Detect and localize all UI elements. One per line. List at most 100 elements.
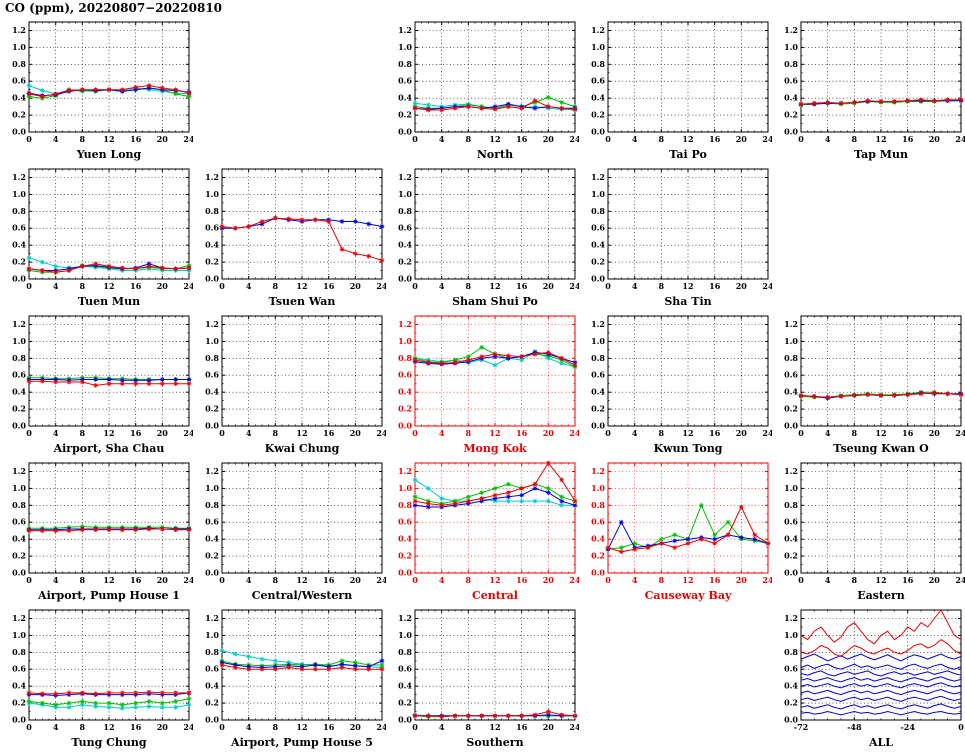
x-tick-label: 24 <box>762 575 772 585</box>
series-markers-red <box>798 97 964 107</box>
y-tick-label: 0.0 <box>398 421 412 431</box>
x-tick-label: 20 <box>543 722 555 732</box>
x-tick-label: 20 <box>350 281 362 291</box>
y-tick-label: 0.4 <box>398 240 412 250</box>
series-markers-red <box>26 526 192 534</box>
chart-airport-pump-house-5: 0 4 8 12 16 20 24 0.0 0.2 0.4 0.6 0.8 1.0 1.2 Airport,… <box>193 604 388 751</box>
y-tick-label: 0.8 <box>12 647 26 657</box>
series-line-blue-7 <box>800 695 962 702</box>
y-tick-label: 0.2 <box>12 257 26 267</box>
x-tick-label: 4 <box>53 575 59 585</box>
chart-title: Airport, Pump House 5 <box>230 736 373 749</box>
chart-title: Sha Tin <box>664 295 711 308</box>
y-tick-label: 0.6 <box>205 370 219 380</box>
x-tick-label: 20 <box>350 428 362 438</box>
x-tick-label: 16 <box>709 428 721 438</box>
x-tick-label: 4 <box>439 281 445 291</box>
y-tick-label: 0.0 <box>205 421 219 431</box>
chart-tung-chung: 0 4 8 12 16 20 24 0.0 0.2 0.4 0.6 0.8 1.0 1.2 Tung Chu… <box>0 604 195 751</box>
x-tick-label: 24 <box>376 722 386 732</box>
y-tick-label: 0.2 <box>12 698 26 708</box>
x-tick-label: 4 <box>439 428 445 438</box>
x-tick-label: 16 <box>130 428 142 438</box>
x-tick-label: 12 <box>103 722 114 732</box>
x-tick-label: 0 <box>798 134 804 144</box>
series-markers-red <box>798 390 964 400</box>
x-tick-label: 24 <box>183 722 193 732</box>
x-tick-label: 4 <box>53 134 59 144</box>
y-tick-label: 0.6 <box>205 664 219 674</box>
x-tick-label: 8 <box>80 428 86 438</box>
x-tick-label: 20 <box>543 134 555 144</box>
x-tick-label: -24 <box>900 722 915 732</box>
chart-title: Kwai Chung <box>265 442 340 455</box>
y-tick-label: 1.2 <box>12 466 26 476</box>
y-tick-label: 0.4 <box>784 534 798 544</box>
x-tick-label: 12 <box>103 134 114 144</box>
x-tick-label: 12 <box>682 281 693 291</box>
x-tick-label: 8 <box>80 134 86 144</box>
y-tick-label: 0.0 <box>12 568 26 578</box>
x-tick-label: 8 <box>852 575 858 585</box>
y-tick-label: 0.4 <box>398 93 412 103</box>
y-tick-label: 0.6 <box>784 76 798 86</box>
chart-svg: 0 4 8 12 16 20 24 0.0 0.2 0.4 0.6 0.8 1.0 1.2 Central <box>398 460 581 602</box>
y-tick-label: 0.6 <box>398 370 412 380</box>
y-tick-label: 0.2 <box>784 404 798 414</box>
y-tick-label: 0.4 <box>591 387 605 397</box>
chart-tap-mun: 0 4 8 12 16 20 24 0.0 0.2 0.4 0.6 0.8 1.0 1.2 Tap Mun <box>772 16 965 163</box>
x-tick-label: 4 <box>246 722 252 732</box>
y-tick-label: 0.6 <box>398 517 412 527</box>
chart-title: Tseung Kwan O <box>833 442 929 455</box>
y-tick-label: 0.2 <box>12 404 26 414</box>
x-tick-label: 24 <box>183 575 193 585</box>
y-tick-label: 0.0 <box>784 127 798 137</box>
y-tick-label: 0.8 <box>398 59 412 69</box>
y-tick-label: 0.4 <box>398 534 412 544</box>
x-tick-label: 8 <box>659 428 665 438</box>
x-tick-label: 0 <box>412 575 418 585</box>
y-tick-label: 0.2 <box>12 110 26 120</box>
x-tick-label: 16 <box>516 575 528 585</box>
y-tick-label: 0.6 <box>205 517 219 527</box>
x-tick-label: 0 <box>219 575 225 585</box>
x-tick-label: 16 <box>130 575 142 585</box>
chart-svg: 0 4 8 12 16 20 24 0.0 0.2 0.4 0.6 0.8 1.0 1.2 Tseung K… <box>784 315 965 455</box>
x-tick-label: 0 <box>412 722 418 732</box>
y-tick-label: 1.0 <box>12 42 26 52</box>
x-tick-label: 12 <box>682 134 693 144</box>
y-tick-label: 0.2 <box>398 404 412 414</box>
x-tick-label: 0 <box>26 134 32 144</box>
x-tick-label: 12 <box>103 428 114 438</box>
y-tick-label: 0.8 <box>591 59 605 69</box>
x-tick-label: 4 <box>53 281 59 291</box>
x-tick-label: 16 <box>902 575 914 585</box>
x-tick-label: 20 <box>929 575 941 585</box>
y-tick-label: 1.0 <box>398 483 412 493</box>
x-tick-label: 0 <box>798 428 804 438</box>
y-tick-label: 0.6 <box>398 76 412 86</box>
y-tick-label: 1.2 <box>591 25 605 35</box>
y-tick-label: 0.2 <box>205 404 219 414</box>
y-tick-label: 1.2 <box>784 319 798 329</box>
y-tick-label: 1.0 <box>591 483 605 493</box>
y-tick-label: 1.2 <box>784 613 798 623</box>
x-tick-label: 16 <box>130 722 142 732</box>
y-tick-label: 1.2 <box>12 613 26 623</box>
series-markers-red <box>26 378 192 388</box>
x-tick-label: 16 <box>709 281 721 291</box>
y-tick-label: 1.0 <box>784 483 798 493</box>
x-tick-label: 0 <box>605 428 611 438</box>
series-line-blue-8 <box>800 703 962 710</box>
y-tick-label: 1.2 <box>784 25 798 35</box>
y-tick-label: 0.0 <box>784 715 798 725</box>
charts-grid: 0 4 8 12 16 20 24 0.0 0.2 0.4 0.6 0.8 1.0 1.2 Yuen Lon… <box>0 16 965 755</box>
y-tick-label: 1.2 <box>205 466 219 476</box>
y-tick-label: 0.4 <box>784 681 798 691</box>
y-tick-label: 0.2 <box>591 551 605 561</box>
y-tick-label: 0.0 <box>205 274 219 284</box>
chart-tai-po: 0 4 8 12 16 20 24 0.0 0.2 0.4 0.6 0.8 1.0 1.2 Tai Po <box>579 16 774 163</box>
x-tick-label: 8 <box>273 722 279 732</box>
y-tick-label: 0.2 <box>12 551 26 561</box>
series-markers-red <box>412 460 578 508</box>
